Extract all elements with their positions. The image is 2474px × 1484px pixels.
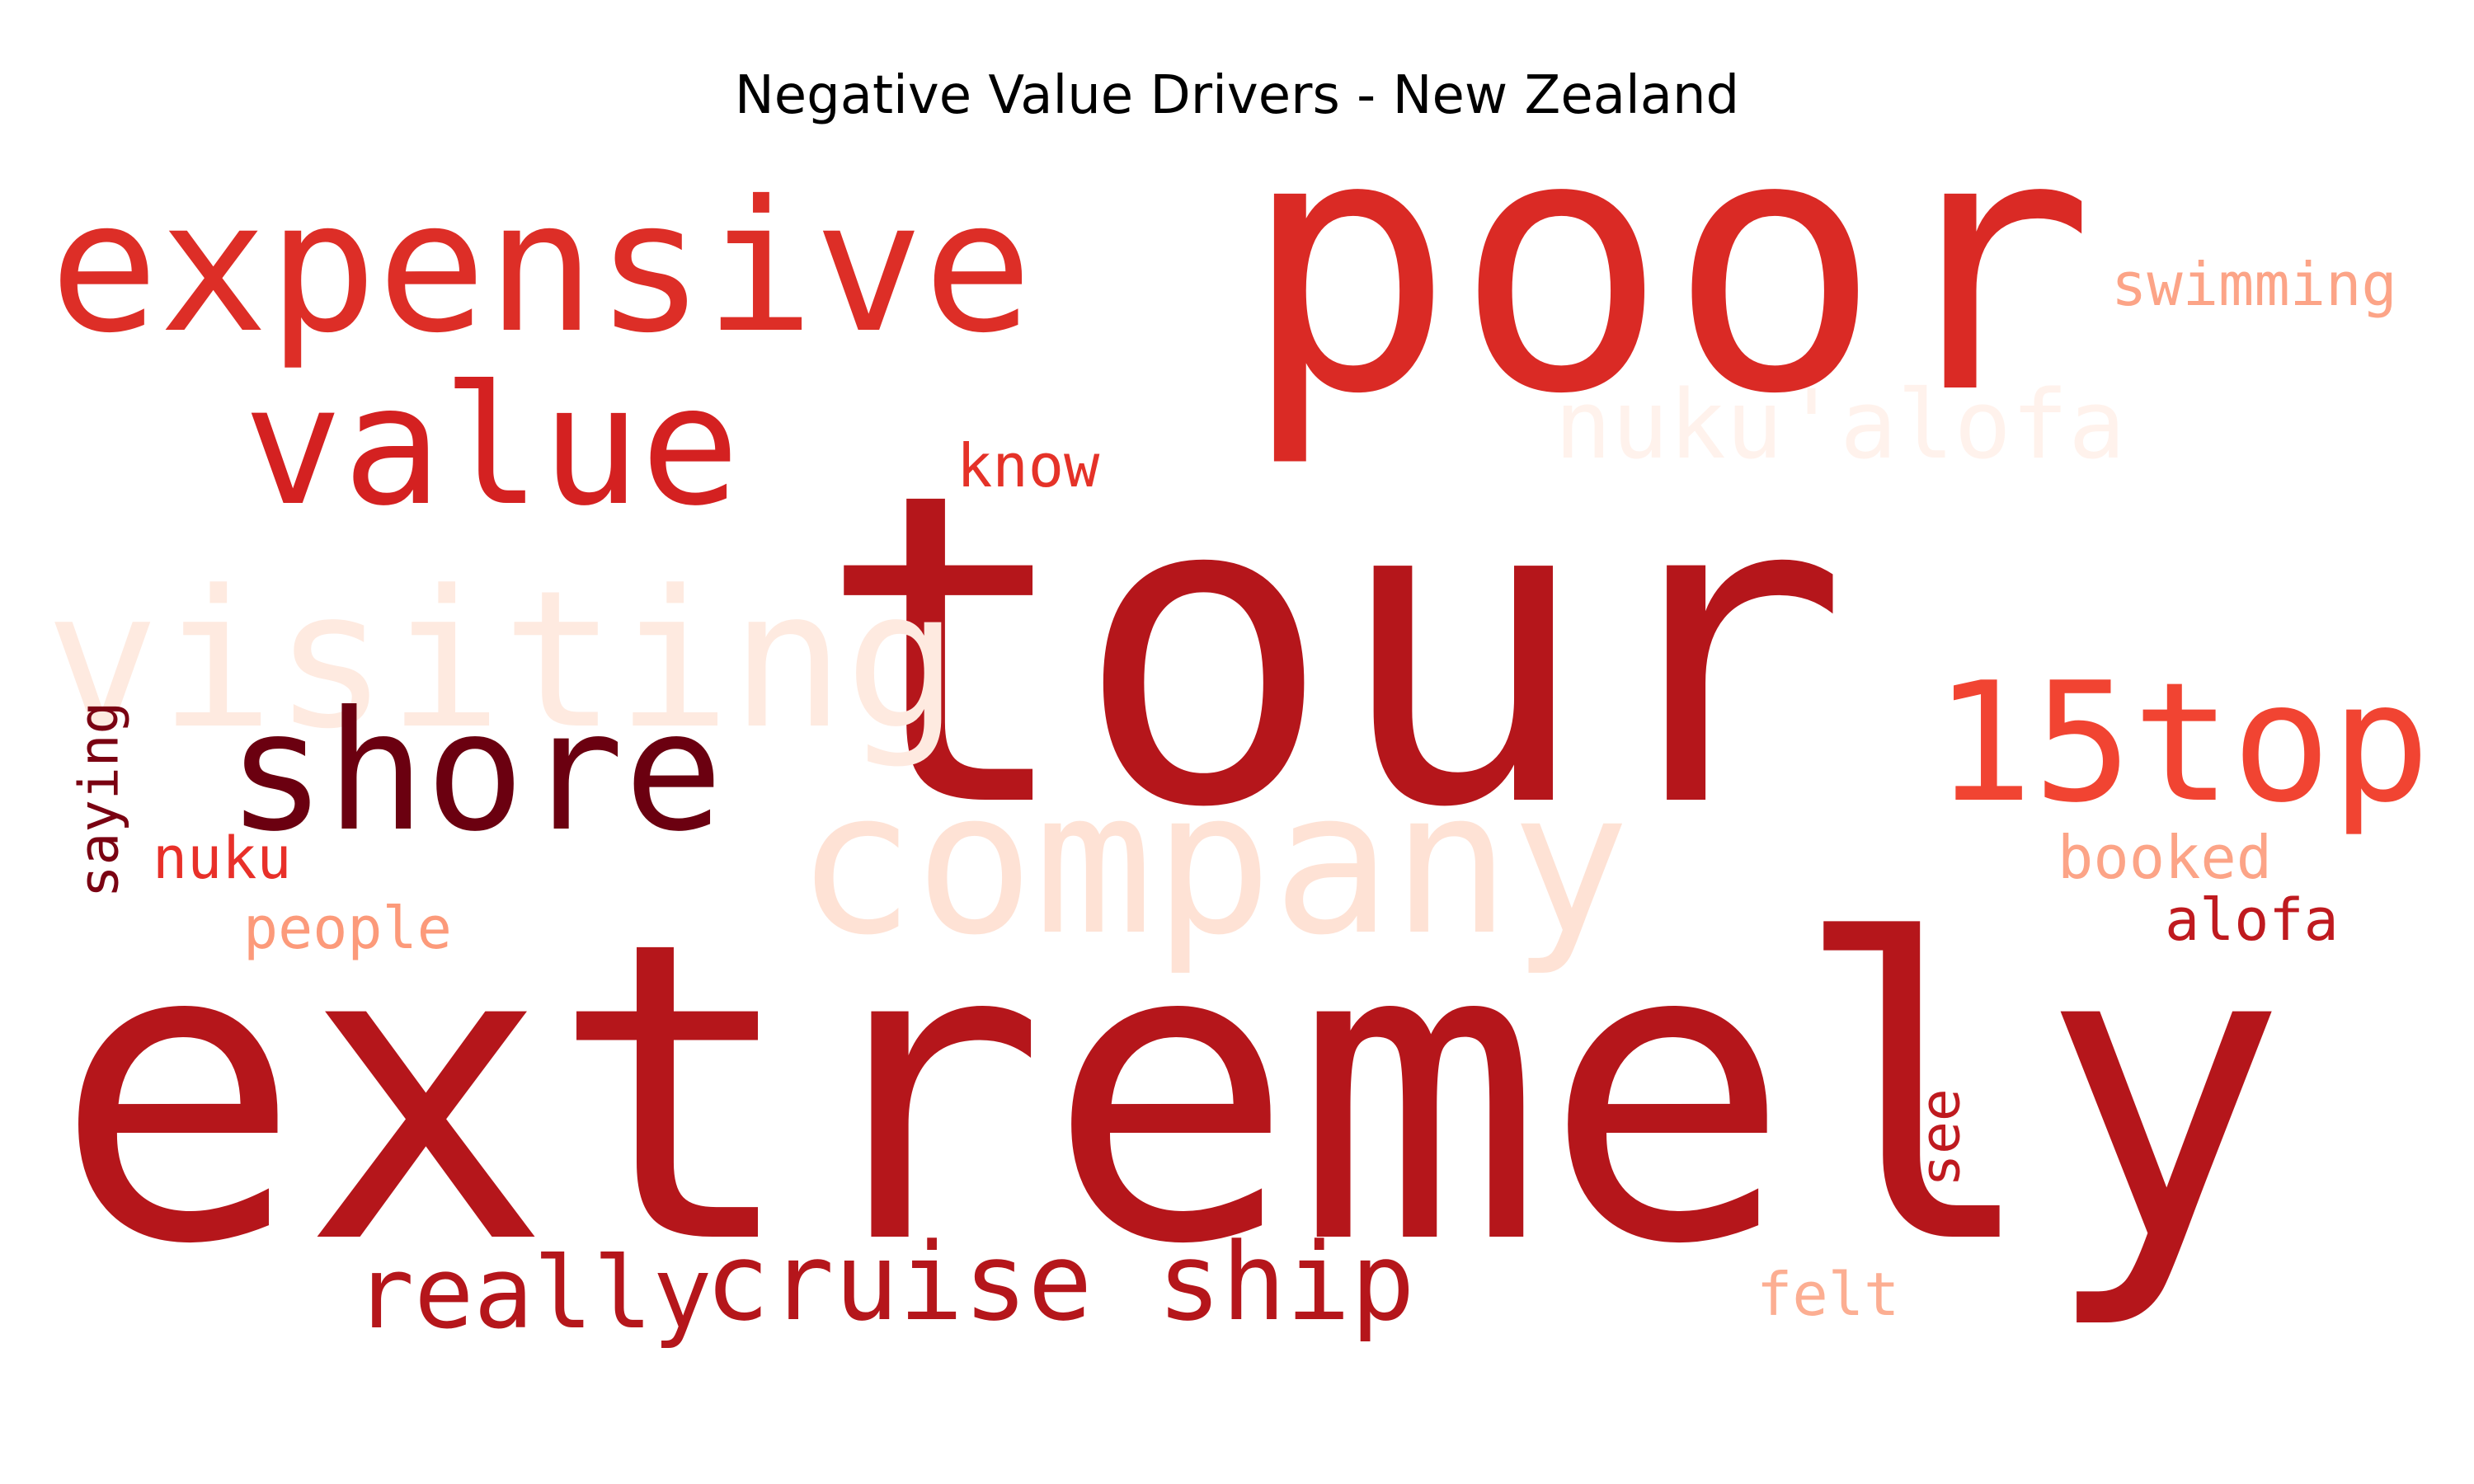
word-booked: booked [2058,823,2272,892]
word-felt: felt [1757,1260,1899,1329]
word-visiting: visiting [45,551,959,771]
word-poor: poor [1241,59,2095,472]
word-shore: shore [227,676,723,868]
word-know: know [957,431,1100,500]
word-really: really [355,1237,712,1351]
word-alofa: alofa [2165,886,2339,954]
word-extremely: extremely [54,854,2288,1334]
word-value: value [243,350,740,542]
word-nuku-alofa: nuku'alofa [1554,370,2125,481]
word-saying: saying [68,702,131,898]
word-expensive: expensive [49,162,1032,373]
word-cruise-ship: cruise ship [705,1219,1415,1345]
word-company: company [796,748,1630,979]
word-people: people [243,895,452,962]
word-swimming: swimming [2111,250,2397,319]
word-nuku: nuku [153,824,292,892]
word-tour: tour [816,402,1849,901]
chart-title: Negative Value Drivers - New Zealand [734,65,1740,126]
word-see: see [1909,1088,1973,1186]
word-15top: 15top [1934,647,2430,839]
